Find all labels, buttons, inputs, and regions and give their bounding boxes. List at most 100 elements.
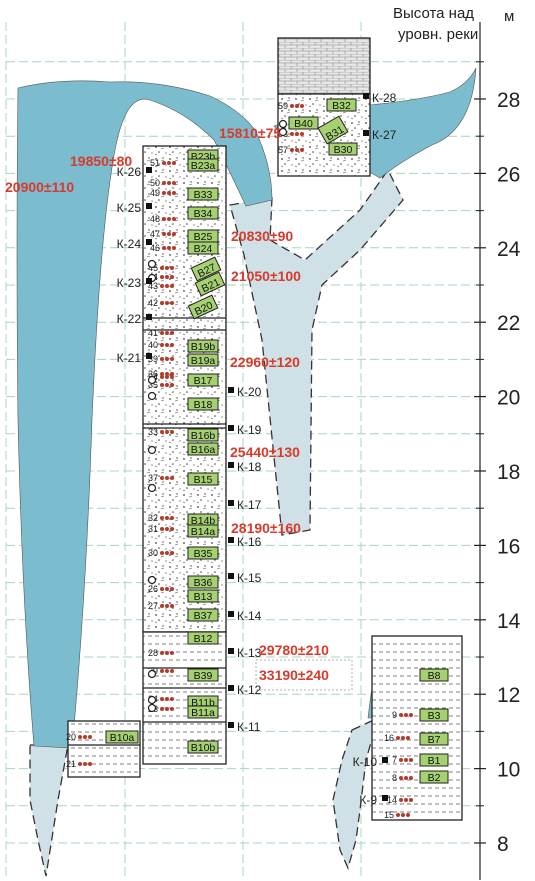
- sample-8: 8: [392, 773, 413, 783]
- sample-dot: [160, 651, 164, 655]
- sample-dot: [160, 331, 164, 335]
- core-k-10: К-10: [353, 755, 388, 769]
- sample-26: 26: [148, 584, 174, 594]
- sample-dot: [165, 476, 169, 480]
- sample-dot: [172, 217, 176, 221]
- sample-dot: [409, 798, 413, 802]
- sample-40: 40: [148, 340, 174, 350]
- sample-dot: [170, 551, 174, 555]
- column-main-gravel: [142, 145, 227, 633]
- core-label: К-22: [117, 312, 142, 326]
- date-22960: 22960±120: [230, 354, 300, 370]
- sample-dot: [83, 735, 87, 739]
- sample-number: 42: [148, 298, 158, 308]
- pebble-marker: [147, 259, 157, 269]
- layer-label: В10b: [191, 742, 216, 754]
- sample-47: 47: [150, 229, 176, 239]
- date-21050: 21050±100: [231, 268, 301, 284]
- date-25440: 25440±130: [230, 444, 300, 460]
- layer-label: В24: [194, 243, 213, 255]
- sample-16: 16: [384, 733, 410, 743]
- layer-b35: В35: [187, 546, 219, 560]
- core-marker: [146, 278, 152, 284]
- sample-dot: [404, 713, 408, 717]
- sample-28: 28: [148, 648, 174, 658]
- core-marker: [363, 93, 369, 99]
- sample-dot: [160, 587, 164, 591]
- sample-dot: [399, 798, 403, 802]
- axis-title-line2: уровн. реки: [398, 26, 479, 43]
- date-19850: 19850±80: [70, 153, 132, 169]
- sample-dot: [170, 516, 174, 520]
- layer-b16b: В16b: [187, 428, 219, 442]
- layer-b10b: В10b: [187, 740, 219, 754]
- core-k-27: К-27: [363, 128, 397, 142]
- sample-dot: [399, 776, 403, 780]
- sample-35: 35: [148, 380, 174, 390]
- sample-43: 43: [148, 281, 174, 291]
- date-20830: 20830±90: [231, 228, 293, 244]
- sample-dot: [170, 375, 174, 379]
- layer-label: В40: [294, 118, 313, 130]
- core-k-26: К-26: [117, 165, 152, 179]
- layer-b1: В1: [419, 753, 449, 767]
- sample-dot: [160, 669, 164, 673]
- core-label: К-17: [237, 498, 262, 512]
- layer-label: В13: [194, 591, 213, 603]
- pebble-marker: [278, 127, 288, 137]
- sample-dot: [160, 275, 164, 279]
- layer-b14a: В14a: [187, 524, 219, 538]
- sample-dot: [172, 232, 176, 236]
- sample-dot: [295, 104, 299, 108]
- core-marker: [228, 387, 234, 393]
- sample-dot: [165, 375, 169, 379]
- sample-number: 32: [148, 513, 158, 523]
- core-label: К-21: [117, 351, 142, 365]
- sample-number: 30: [148, 548, 158, 558]
- sample-39: 39: [148, 354, 174, 364]
- sample-dot: [170, 697, 174, 701]
- sample-dot: [170, 383, 174, 387]
- sample-dot: [160, 266, 164, 270]
- sample-dot: [300, 132, 304, 136]
- sample-dot: [295, 132, 299, 136]
- core-marker: [228, 537, 234, 543]
- layer-b15: В15: [187, 472, 219, 486]
- sample-15: 15: [384, 810, 410, 820]
- core-label: К-18: [237, 460, 262, 474]
- core-k-19: К-19: [228, 423, 262, 437]
- sample-dot: [160, 516, 164, 520]
- sample-dot: [165, 430, 169, 434]
- layer-b33: В33: [187, 187, 219, 201]
- layer-b24: В24: [187, 241, 219, 255]
- sample-dot: [167, 191, 171, 195]
- sample-dot: [165, 527, 169, 531]
- sample-dot: [167, 232, 171, 236]
- sample-number: 51: [150, 158, 160, 168]
- sample-dot: [162, 217, 166, 221]
- layer-b10a: В10a: [105, 730, 139, 744]
- sample-dot: [170, 266, 174, 270]
- tick-label: 18: [497, 461, 520, 484]
- core-label: К-26: [117, 165, 142, 179]
- layer-b30: В30: [328, 142, 358, 156]
- sample-dot: [88, 762, 92, 766]
- layer-label: В2: [428, 772, 441, 784]
- core-marker: [228, 722, 234, 728]
- sample-dot: [165, 587, 169, 591]
- sample-number: 50: [150, 178, 160, 188]
- date-29780: 29780±210: [259, 642, 329, 658]
- sample-dot: [83, 762, 87, 766]
- core-k-21: К-21: [117, 351, 152, 365]
- sample-dot: [396, 813, 400, 817]
- sample-labels: 5958575150494847464544434241403934363533…: [66, 101, 413, 820]
- sample-dot: [88, 735, 92, 739]
- sample-49: 49: [150, 188, 176, 198]
- sample-dot: [165, 551, 169, 555]
- sample-number: 48: [150, 214, 160, 224]
- layer-b32: В32: [326, 98, 357, 112]
- layer-label: В10a: [110, 732, 135, 744]
- sample-dot: [162, 161, 166, 165]
- layer-b39: В39: [187, 668, 219, 682]
